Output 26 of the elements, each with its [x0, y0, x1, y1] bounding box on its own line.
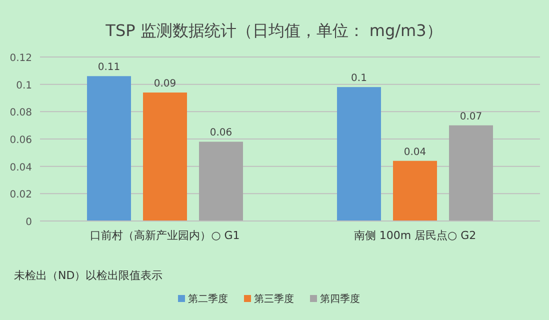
data-label: 0.1 [351, 73, 367, 84]
bar [393, 160, 437, 221]
legend-label: 第四季度 [320, 293, 360, 305]
legend-label: 第三季度 [254, 293, 294, 305]
x-tick-label: 口前村（高新产业园内）○ G1 [90, 229, 240, 242]
data-label: 0.09 [154, 78, 176, 90]
data-label: 0.06 [210, 128, 232, 139]
legend-label: 第二季度 [188, 293, 228, 305]
bar [87, 76, 131, 221]
chart-title: TSP 监测数据统计（日均值，单位： mg/m3） [104, 21, 442, 40]
bar [449, 125, 493, 221]
y-tick-label: 0.08 [10, 108, 32, 119]
bar [143, 92, 187, 221]
y-tick-label: 0.12 [10, 53, 32, 64]
data-label: 0.04 [404, 146, 426, 158]
data-label: 0.07 [460, 111, 482, 122]
text: 未检出（ND）以检出限值表示 [14, 269, 163, 282]
y-tick-label: 0.04 [10, 162, 32, 174]
y-tick-label: 0 [26, 217, 32, 228]
y-tick-label: 0.06 [10, 135, 32, 146]
x-tick-label: 南侧 100m 居民点○ G2 [354, 229, 476, 242]
y-tick-label: 0.02 [10, 190, 32, 201]
data-label: 0.11 [98, 62, 120, 74]
y-tick-label: 0.1 [16, 80, 32, 92]
bar [199, 142, 243, 221]
bar [337, 87, 381, 221]
